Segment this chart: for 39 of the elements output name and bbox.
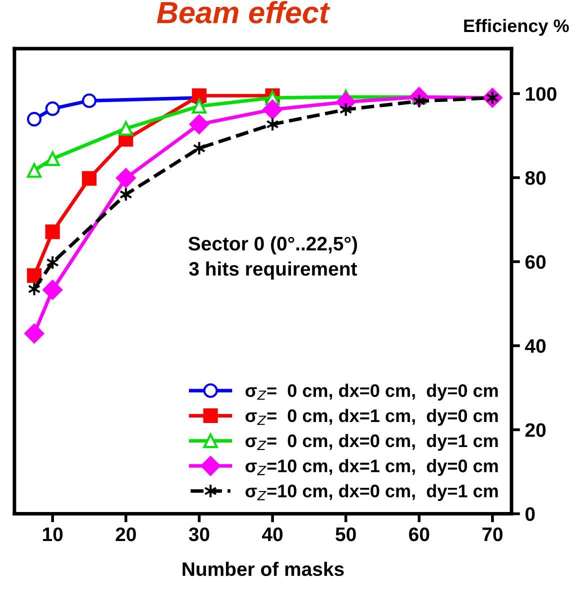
point: [26, 163, 42, 178]
legend-label: σ$_{Z}$=10 cm, dx=1 cm, dy=0 cm: [246, 459, 498, 476]
legend-label: σ$_{Z}$=10 cm, dx=0 cm, dy=1 cm: [246, 484, 498, 501]
x-tick-label: 30: [188, 527, 210, 542]
point: [262, 100, 282, 120]
y-tick-label: 20: [525, 423, 546, 437]
y-tick-label: 80: [525, 171, 546, 185]
y-axis-title: Efficiency %: [464, 18, 569, 36]
point: [45, 224, 60, 240]
x-tick-label: 70: [482, 527, 502, 542]
chart-title: Beam effect: [156, 0, 330, 24]
point: [192, 98, 206, 114]
point: [45, 101, 60, 116]
annotation: Sector 0 (0°..22,5°) 3 hits requirement: [188, 236, 358, 280]
point: [24, 324, 44, 344]
point: [28, 282, 41, 296]
point: [189, 114, 210, 134]
point: [45, 151, 60, 166]
y-tick-label: 100: [526, 87, 556, 101]
point: [26, 112, 42, 127]
point: [26, 268, 42, 283]
point: [192, 88, 206, 103]
y-tick-label: 0: [525, 507, 535, 521]
x-tick-label: 50: [336, 527, 356, 542]
point: [118, 121, 134, 136]
x-axis-title: Number of masks: [182, 562, 344, 576]
legend-label: σ$_{Z}$= 0 cm, dx=0 cm, dy=0 cm: [246, 384, 498, 401]
point: [82, 93, 97, 108]
point: [42, 280, 62, 300]
x-tick-label: 40: [262, 527, 283, 542]
x-tick-label: 10: [42, 527, 63, 542]
x-tick-label: 60: [409, 527, 430, 542]
point: [116, 168, 136, 188]
y-tick-label: 60: [525, 255, 546, 269]
x-tick-label: 20: [116, 527, 136, 542]
legend-label: σ$_{Z}$= 0 cm, dx=1 cm, dy=0 cm: [246, 408, 498, 426]
y-tick-label: 40: [525, 339, 546, 353]
legend-label: σ$_{Z}$= 0 cm, dx=0 cm, dy=1 cm: [246, 434, 498, 451]
point: [82, 171, 97, 186]
